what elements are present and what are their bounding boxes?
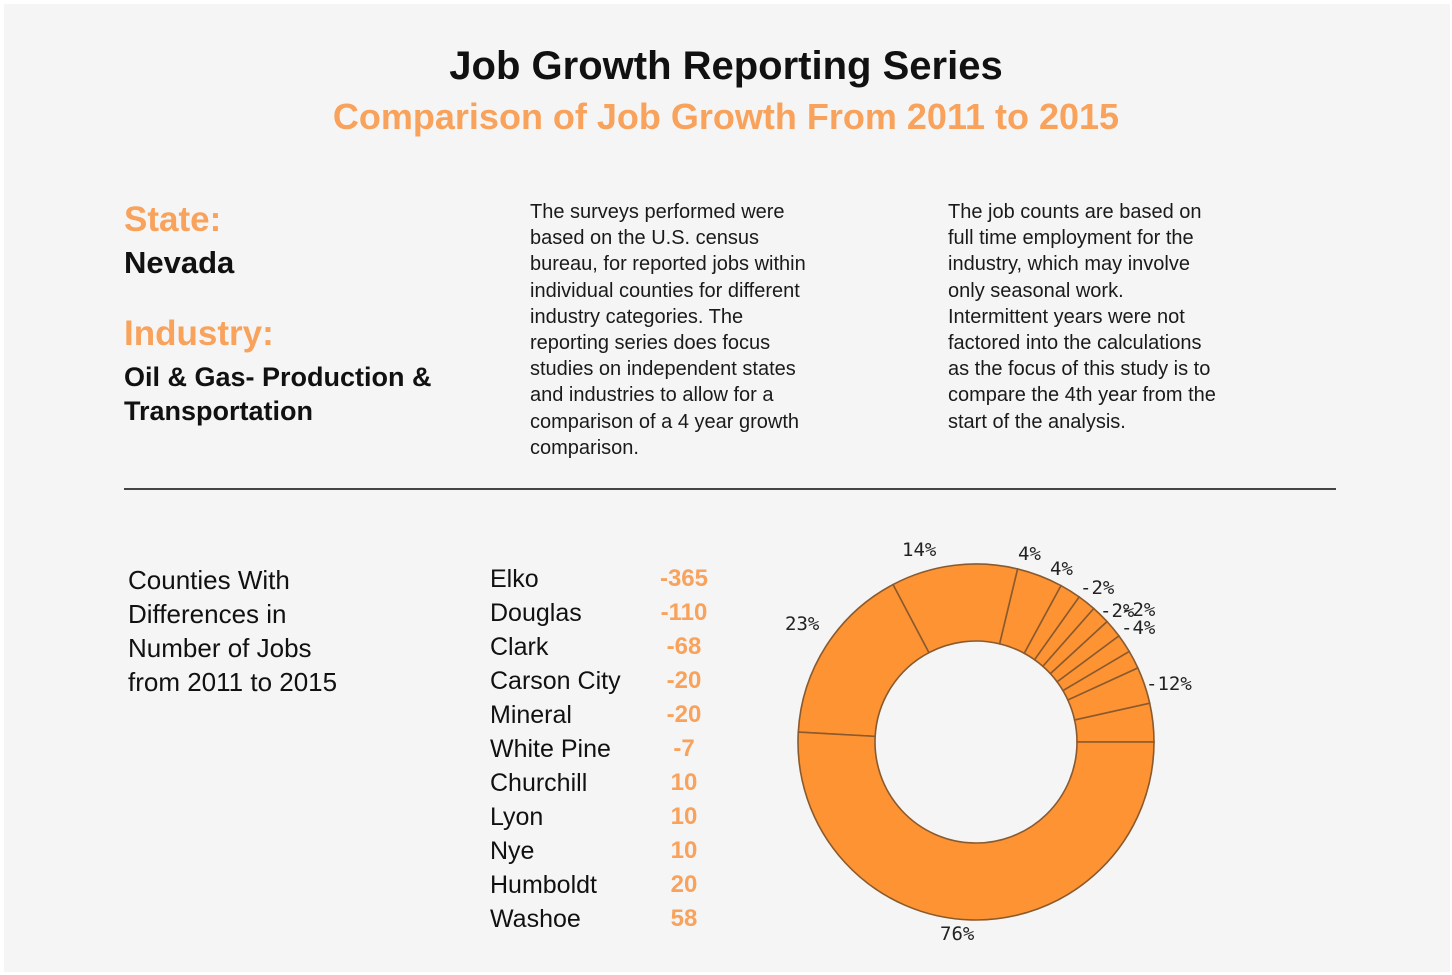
desc-line: only seasonal work. <box>948 279 1124 302</box>
donut-chart: -12% -4% -2% -2% -2% 4% 4% 14% 23% 76% <box>760 530 1220 960</box>
county-name: Churchill <box>490 769 588 797</box>
county-diff: 58 <box>670 905 698 932</box>
desc-line: comparison of a 4 year growth <box>530 410 800 433</box>
county-name: White Pine <box>490 735 611 763</box>
desc-line: The surveys performed were <box>530 201 785 223</box>
desc-line: as the focus of this study is to <box>948 358 1211 381</box>
slice-percent-label: 4% <box>1050 558 1073 580</box>
table-row: Mineral -20 <box>490 698 730 732</box>
donut-chart-svg: -12%-4%-2%-2%-2%4%4%14%23%76% <box>785 539 1192 945</box>
county-table: Elko -365 Douglas -110 Clark -68 Carson Cit… <box>490 562 730 936</box>
table-row: Douglas -110 <box>490 596 730 630</box>
county-name: Humboldt <box>490 871 597 899</box>
state-value: Nevada <box>124 245 235 280</box>
slice-percent-label: -12% <box>1146 673 1192 695</box>
table-row: Elko -365 <box>490 562 730 596</box>
desc-line: start of the analysis. <box>948 410 1126 433</box>
county-diff: -68 <box>666 633 702 660</box>
industry-label: Industry: <box>124 314 274 353</box>
table-row: Washoe 58 <box>490 902 730 936</box>
description-right: The job counts are based on full time em… <box>948 199 1278 435</box>
state-label: State: <box>124 200 222 239</box>
slice-percent-label: -2% <box>1100 600 1135 622</box>
desc-line: The job counts are based on <box>948 201 1202 223</box>
desc-line: factored into the calculations <box>948 332 1202 355</box>
industry-value: Oil & Gas- Production & Transportation <box>124 360 432 428</box>
county-name: Lyon <box>490 803 544 831</box>
county-name: Douglas <box>490 599 582 627</box>
slice-percent-label: 14% <box>902 539 937 561</box>
county-name: Carson City <box>490 667 621 695</box>
desc-line: full time employment for the <box>948 227 1194 250</box>
desc-line: and industries to allow for a <box>530 384 774 407</box>
desc-line: reporting series does focus <box>530 332 771 355</box>
county-diff: 10 <box>670 837 698 864</box>
desc-line: studies on independent states <box>530 358 796 381</box>
desc-line: industry categories. The <box>530 305 744 328</box>
desc-line: comparison. <box>530 436 639 459</box>
desc-line: individual counties for different <box>530 279 800 302</box>
table-row: Nye 10 <box>490 834 730 868</box>
county-name: Elko <box>490 565 539 593</box>
counties-caption: Counties With Differences in Number of J… <box>128 563 428 699</box>
county-name: Mineral <box>490 701 572 729</box>
slice-percent-label: -2% <box>1080 577 1115 599</box>
county-diff: -110 <box>660 599 708 626</box>
caption-line: Differences in <box>128 599 287 629</box>
county-diff: -20 <box>666 701 702 728</box>
county-diff: 10 <box>670 803 698 830</box>
table-row: Humboldt 20 <box>490 868 730 902</box>
industry-value-line2: Transportation <box>124 396 314 426</box>
desc-line: industry, which may involve <box>948 253 1190 276</box>
county-diff: -365 <box>659 565 709 592</box>
slice-percent-label: 23% <box>785 613 820 635</box>
slice-percent-label: 76% <box>940 923 975 945</box>
page-title: Job Growth Reporting Series <box>449 44 1003 88</box>
county-diff: -20 <box>666 667 702 694</box>
slice-percent-label: -4% <box>1121 617 1156 639</box>
industry-value-line1: Oil & Gas- Production & <box>124 362 432 392</box>
section-divider <box>124 488 1336 490</box>
donut-slice <box>797 731 1155 921</box>
table-row: Lyon 10 <box>490 800 730 834</box>
county-name: Clark <box>490 633 549 661</box>
county-diff: 20 <box>670 871 698 898</box>
slice-percent-label: -2% <box>1121 599 1156 621</box>
county-name: Washoe <box>490 905 581 933</box>
caption-line: from 2011 to 2015 <box>128 667 338 697</box>
table-row: Churchill 10 <box>490 766 730 800</box>
description-left: The surveys performed were based on the … <box>530 199 860 461</box>
caption-line: Number of Jobs <box>128 633 312 663</box>
table-row: Carson City -20 <box>490 664 730 698</box>
caption-line: Counties With <box>128 565 290 595</box>
desc-line: bureau, for reported jobs within <box>530 253 806 276</box>
county-name: Nye <box>490 837 535 865</box>
slice-percent-label: 4% <box>1018 543 1041 565</box>
desc-line: compare the 4th year from the <box>948 384 1216 407</box>
desc-line: based on the U.S. census <box>530 227 760 250</box>
page-subtitle: Comparison of Job Growth From 2011 to 20… <box>332 96 1120 137</box>
county-diff: -7 <box>673 735 695 762</box>
table-row: White Pine -7 <box>490 732 730 766</box>
county-diff: 10 <box>670 769 698 796</box>
table-row: Clark -68 <box>490 630 730 664</box>
desc-line: Intermittent years were not <box>948 305 1185 328</box>
